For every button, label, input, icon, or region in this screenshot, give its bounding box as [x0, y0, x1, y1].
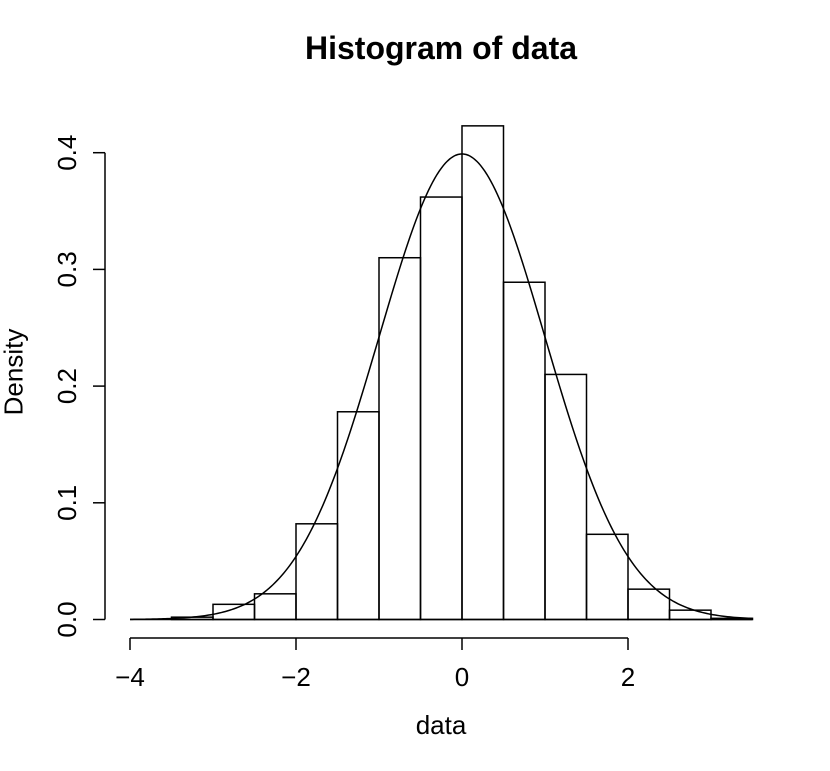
chart-title: Histogram of data — [304, 30, 578, 66]
histogram-bar — [419, 196, 463, 621]
y-axis-label: Density — [0, 328, 29, 416]
x-tick-label: 0 — [455, 662, 469, 692]
histogram-bar — [544, 373, 588, 621]
x-axis-label: data — [415, 710, 467, 740]
histogram-bar — [627, 588, 671, 621]
y-tick-label: 0.1 — [52, 485, 82, 521]
y-axis: 0.0 0.1 0.2 0.3 0.4 — [52, 135, 106, 638]
y-tick-label: 0.2 — [52, 368, 82, 404]
x-tick-label: −2 — [281, 662, 311, 692]
histogram-bar — [336, 411, 380, 621]
y-tick-label: 0.4 — [52, 135, 82, 171]
x-tick-label: 2 — [621, 662, 635, 692]
histogram-bar — [253, 593, 297, 621]
histogram-bar — [295, 523, 339, 621]
y-tick-label: 0.0 — [52, 601, 82, 637]
histogram-bars — [170, 125, 754, 621]
histogram-bar — [668, 609, 712, 621]
x-axis: −4 −2 0 2 — [115, 637, 635, 692]
y-tick-label: 0.3 — [52, 251, 82, 287]
histogram-bar — [212, 603, 256, 621]
histogram-bar — [461, 125, 505, 621]
density-curve — [129, 153, 753, 621]
histogram-bar — [502, 281, 546, 621]
x-tick-label: −4 — [115, 662, 145, 692]
histogram-bar — [378, 256, 422, 621]
